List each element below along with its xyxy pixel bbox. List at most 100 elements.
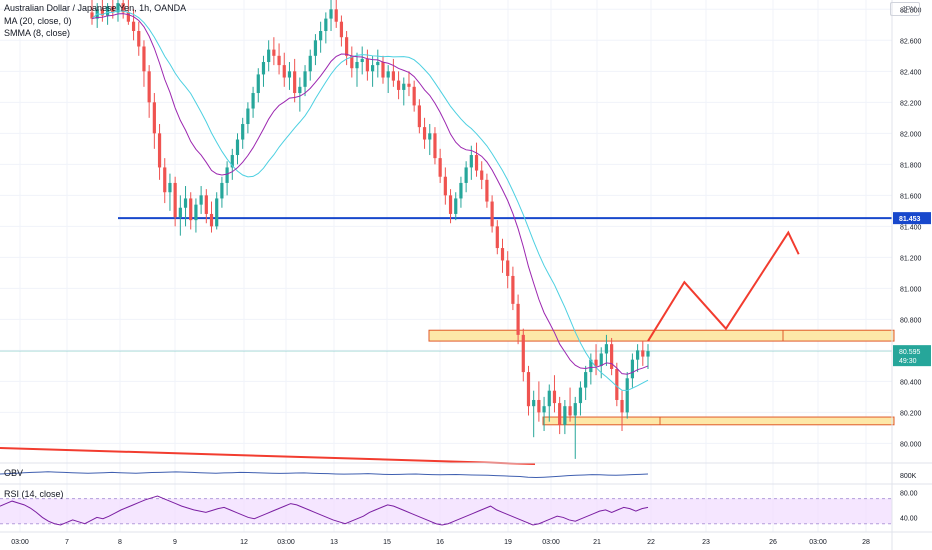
time-tick: 15 (383, 539, 391, 546)
candle-body (225, 167, 229, 183)
candle-body (131, 21, 136, 32)
candle-body (625, 378, 629, 413)
rsi-line (0, 495, 649, 526)
price-tick: 82.400 (900, 69, 922, 76)
candle-body (563, 406, 567, 425)
candle-body (558, 403, 562, 425)
ma-legend: MA (20, close, 0) (4, 16, 72, 26)
resistance-zone (428, 329, 895, 342)
candle-body (303, 71, 307, 87)
candle-body (620, 399, 624, 413)
candle-body (464, 167, 468, 183)
time-tick: 21 (593, 539, 601, 546)
candle-body (511, 275, 515, 304)
candle-body (521, 334, 525, 373)
candle-body (324, 18, 328, 32)
candle-body (152, 102, 156, 134)
time-tick: 7 (65, 539, 69, 546)
candle-body (246, 108, 250, 125)
candle-body (542, 406, 546, 413)
candle-body (313, 40, 318, 56)
candle-body (277, 55, 281, 66)
candle-body (454, 198, 458, 214)
smma-8-line (91, 13, 649, 375)
candle-body (370, 65, 375, 72)
level-label: 81.453 (899, 216, 921, 223)
candle-body (215, 198, 219, 227)
level-label-bg (893, 212, 931, 225)
obv-tick: 800K (900, 473, 917, 480)
candle-body (495, 226, 499, 249)
candle-body (474, 155, 479, 171)
projection-path[interactable] (647, 230, 800, 342)
candle-body (256, 74, 260, 94)
candle-body (636, 350, 640, 360)
price-tick: 80.800 (900, 317, 922, 324)
candle-body (641, 350, 645, 357)
time-tick: 9 (173, 539, 177, 546)
price-tick: 82.200 (900, 100, 922, 107)
candle-body (469, 155, 473, 168)
candle-body (163, 167, 167, 193)
candle-body (298, 86, 302, 94)
symbol-legend: Australian Dollar / Japanese Yen, 1h, OA… (4, 3, 187, 13)
candle-body (235, 139, 240, 156)
candle-body (105, 6, 110, 16)
time-tick: 12 (240, 539, 248, 546)
support-zone (542, 416, 895, 426)
candle-body (319, 31, 323, 41)
candle-body (267, 49, 271, 63)
candle-body (121, 3, 125, 13)
candle-body (189, 198, 193, 221)
price-tick: 81.800 (900, 162, 922, 169)
obv-label: OBV (4, 468, 24, 478)
candle-body (417, 105, 421, 128)
candle-body (599, 353, 603, 366)
rsi-tick: 40.00 (900, 515, 918, 522)
price-scale[interactable]: 82.800 82.600 82.400 82.200 82.000 81.800 81.6… (891, 0, 931, 550)
candle-body (147, 71, 151, 103)
candle-body (199, 195, 203, 205)
time-tick: 03:00 (11, 539, 29, 546)
candle-body (350, 55, 354, 69)
time-scale[interactable]: 03:00 7 8 9 12 03:00 13 15 16 19 03:00 21 22 23 26 03:0… (11, 539, 870, 546)
candle-body (90, 12, 94, 19)
time-tick: 03:00 (277, 539, 295, 546)
candle-body (407, 83, 411, 87)
time-tick: 8 (118, 539, 122, 546)
candle-body (376, 62, 380, 66)
candle-body (490, 201, 494, 227)
candle-body (485, 179, 489, 202)
candle-body (646, 351, 650, 357)
currency-badge: JPY (890, 2, 920, 16)
candle-body (480, 170, 484, 180)
candle-body (142, 46, 146, 72)
candle-body (173, 182, 177, 218)
candle-body (157, 133, 162, 168)
candle-body (630, 359, 635, 379)
candle-body (261, 62, 266, 75)
trend-line[interactable] (0, 447, 536, 465)
candle-body (604, 344, 609, 354)
indicator-panes (0, 462, 932, 533)
candle-body (433, 133, 437, 159)
candle-body (422, 127, 427, 140)
candle-body (209, 213, 214, 227)
rsi-band (0, 498, 892, 524)
candle-body (329, 9, 333, 19)
rsi-tick: 80.00 (900, 490, 918, 497)
candle-body (402, 83, 406, 90)
candle-body (287, 71, 292, 78)
candle-body (381, 62, 385, 78)
candle-body (438, 158, 442, 177)
time-tick: 28 (862, 539, 870, 546)
price-tick: 81.400 (900, 224, 922, 231)
candle-body (584, 372, 588, 388)
time-tick: 26 (769, 539, 777, 546)
candle-body (516, 303, 520, 335)
candle-body (345, 37, 349, 56)
candle-body (272, 49, 276, 56)
candle-body (428, 133, 432, 140)
candle-body (526, 372, 531, 407)
